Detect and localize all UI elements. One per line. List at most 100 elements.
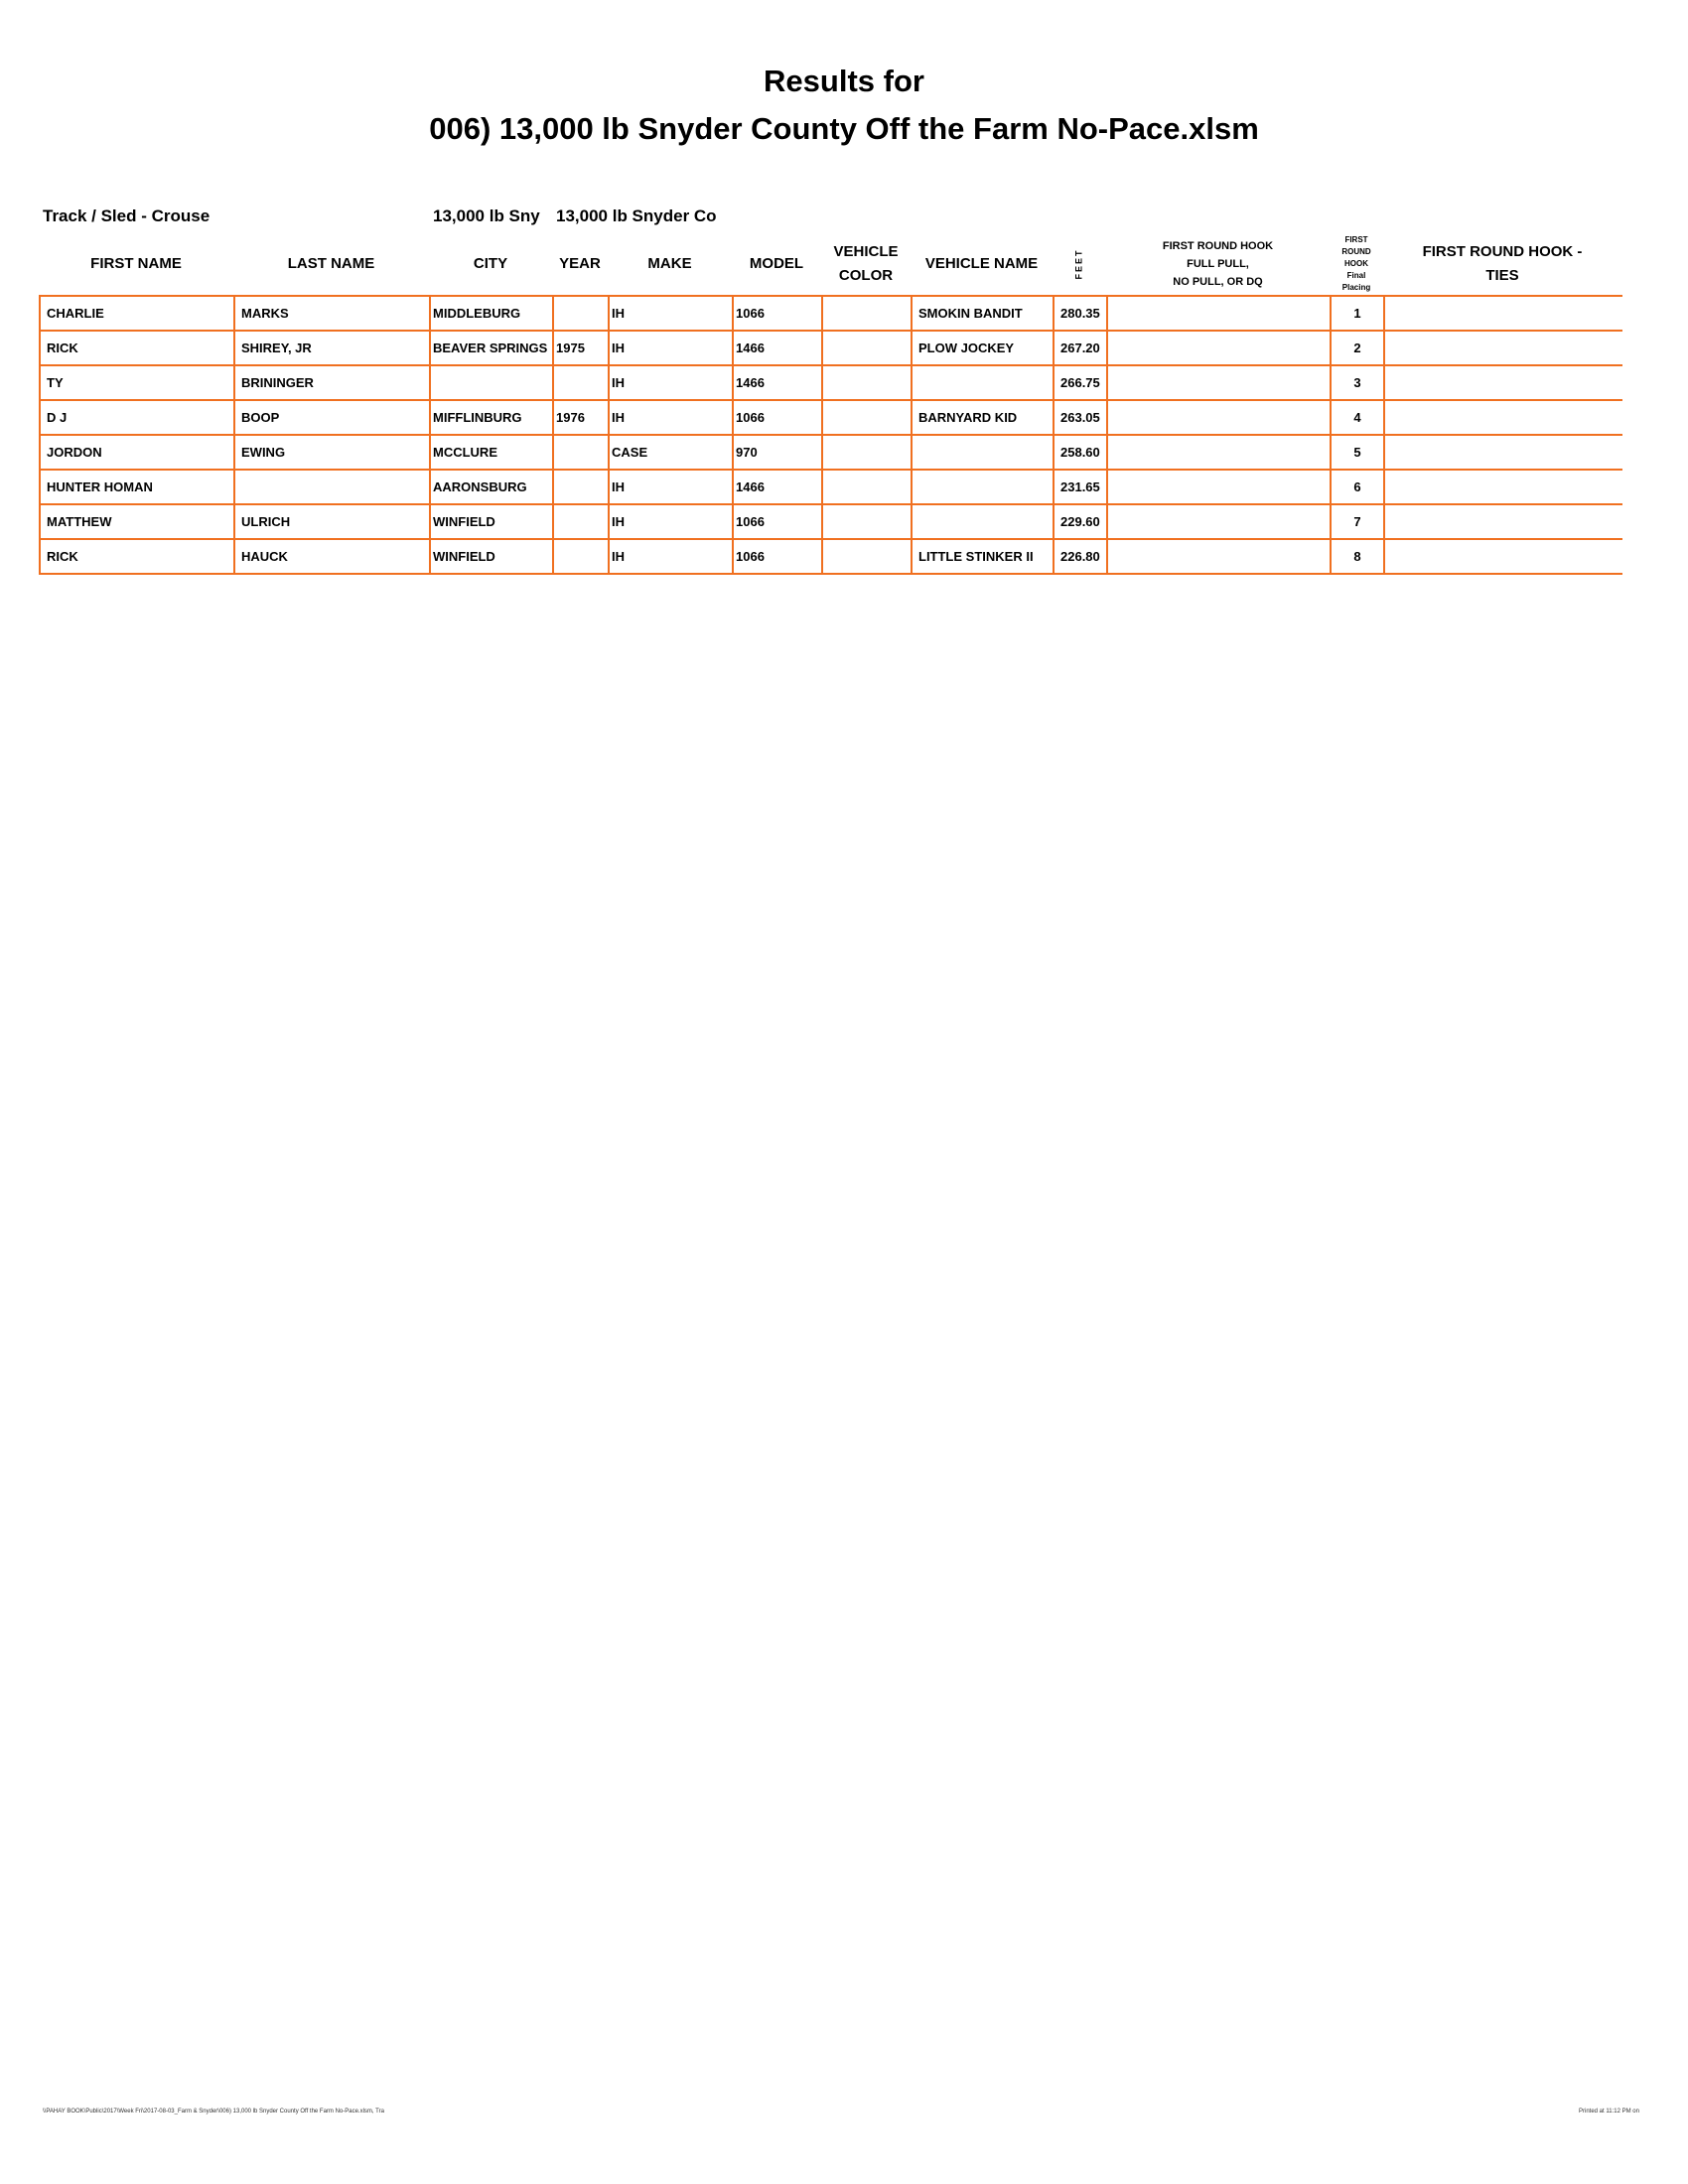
cell-vehicle-color [821,503,913,540]
cell-first-name: RICK [39,538,235,575]
cell-make: IH [608,469,734,505]
cell-placing: 7 [1330,503,1385,540]
footer-printed: Printed at 11:12 PM on [1579,2109,1639,2115]
cell-hook-result [1106,330,1332,366]
cell-placing: 8 [1330,538,1385,575]
cell-first-name: TY [39,364,235,401]
cell-last-name: MARKS [233,295,431,332]
cell-last-name: BRININGER [233,364,431,401]
cell-first-name: HUNTER HOMAN [39,469,235,505]
cell-ties [1383,503,1622,540]
class-label-b: 13,000 lb Snyder Co [556,206,717,225]
cell-year [552,295,610,332]
cell-vehicle-color [821,399,913,436]
class-label-a: 13,000 lb Sny [433,206,540,225]
file-title: 006) 13,000 lb Snyder County Off the Far… [429,111,1259,146]
cell-vehicle-name: LITTLE STINKER II [911,538,1055,575]
cell-year [552,469,610,505]
cell-first-name: CHARLIE [39,295,235,332]
cell-model: 1466 [732,330,823,366]
cell-placing: 6 [1330,469,1385,505]
cell-vehicle-color [821,538,913,575]
table-row: RICK SHIREY, JR BEAVER SPRINGS 1975 IH 1466 PL… [39,330,1622,366]
cell-vehicle-name: PLOW JOCKEY [911,330,1055,366]
header-last-name: LAST NAME [287,255,375,272]
footer-path: \\PAHAY BOOK\Public\2017\Week Fri\2017-0… [43,2109,384,2115]
cell-hook-result [1106,295,1332,332]
cell-last-name [233,469,431,505]
header-first-name: FIRST NAME [90,255,182,272]
cell-vehicle-color [821,330,913,366]
cell-ties [1383,330,1622,366]
cell-city: AARONSBURG [429,469,554,505]
cell-vehicle-color [821,434,913,471]
cell-city: WINFIELD [429,503,554,540]
cell-hook-result [1106,364,1332,401]
cell-last-name: SHIREY, JR [233,330,431,366]
cell-feet: 231.65 [1053,469,1108,505]
table-row: RICK HAUCK WINFIELD IH 1066 LITTLE STINKER II… [39,538,1622,575]
cell-feet: 267.20 [1053,330,1108,366]
cell-model: 1466 [732,469,823,505]
cell-city: BEAVER SPRINGS [429,330,554,366]
cell-make: IH [608,364,734,401]
header-make: MAKE [647,255,692,272]
cell-model: 1066 [732,399,823,436]
cell-city: MIFFLINBURG [429,399,554,436]
cell-feet: 258.60 [1053,434,1108,471]
cell-model: 1466 [732,364,823,401]
table-row: JORDON EWING MCCLURE CASE 970 258.60 5 [39,434,1622,471]
table-row: TY BRININGER IH 1466 266.75 3 [39,364,1622,401]
cell-make: CASE [608,434,734,471]
header-vehicle-color: VEHICLE COLOR [833,243,899,284]
cell-model: 1066 [732,538,823,575]
table-row: HUNTER HOMAN AARONSBURG IH 1466 231.65 6 [39,469,1622,505]
header-city: CITY [473,255,508,272]
cell-vehicle-name: BARNYARD KID [911,399,1055,436]
cell-ties [1383,295,1622,332]
cell-placing: 3 [1330,364,1385,401]
cell-placing: 1 [1330,295,1385,332]
cell-hook-result [1106,503,1332,540]
cell-city [429,364,554,401]
cell-year: 1975 [552,330,610,366]
cell-city: MCCLURE [429,434,554,471]
cell-city: WINFIELD [429,538,554,575]
cell-hook-result [1106,434,1332,471]
cell-vehicle-color [821,364,913,401]
header-final-placing: FIRST ROUND HOOK Final Placing [1341,235,1371,292]
cell-hook-result [1106,538,1332,575]
header-model: MODEL [749,255,804,272]
cell-first-name: RICK [39,330,235,366]
cell-ties [1383,434,1622,471]
cell-vehicle-color [821,469,913,505]
cell-city: MIDDLEBURG [429,295,554,332]
cell-year [552,503,610,540]
cell-model: 1066 [732,503,823,540]
table-row: MATTHEW ULRICH WINFIELD IH 1066 229.60 7 [39,503,1622,540]
cell-placing: 5 [1330,434,1385,471]
cell-make: IH [608,295,734,332]
cell-ties [1383,364,1622,401]
header-vehicle-name: VEHICLE NAME [924,255,1039,272]
cell-year: 1976 [552,399,610,436]
cell-ties [1383,538,1622,575]
table-row: CHARLIE MARKS MIDDLEBURG IH 1066 SMOKIN BANDI… [39,295,1622,332]
cell-year [552,364,610,401]
table-row: D J BOOP MIFFLINBURG 1976 IH 1066 BARNYARD KID… [39,399,1622,436]
cell-hook-result [1106,469,1332,505]
header-year: YEAR [559,255,601,272]
cell-year [552,434,610,471]
cell-feet: 280.35 [1053,295,1108,332]
page-title: Results for [764,64,924,98]
cell-placing: 4 [1330,399,1385,436]
cell-vehicle-name [911,364,1055,401]
cell-feet: 229.60 [1053,503,1108,540]
cell-feet: 226.80 [1053,538,1108,575]
cell-ties [1383,469,1622,505]
cell-last-name: BOOP [233,399,431,436]
cell-last-name: EWING [233,434,431,471]
track-sled: Track / Sled - Crouse [43,206,211,225]
cell-vehicle-name [911,434,1055,471]
cell-feet: 263.05 [1053,399,1108,436]
